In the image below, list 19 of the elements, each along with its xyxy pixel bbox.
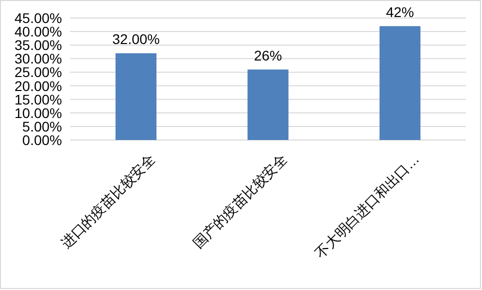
y-tick-label: 5.00% [22, 118, 62, 134]
x-tick-label: 不大明白进口和出口… [312, 150, 422, 262]
data-label: 26% [254, 48, 282, 64]
y-tick-label: 10.00% [14, 104, 62, 121]
y-tick-label: 20.00% [14, 78, 62, 94]
y-tick-label: 40.00% [14, 24, 62, 40]
y-tick-label: 35.00% [14, 37, 62, 54]
x-tick-label: 进口的疫苗比较安全 [58, 150, 158, 252]
y-tick-label: 25.00% [14, 64, 62, 80]
bar [380, 26, 420, 140]
bar [116, 53, 156, 140]
data-label: 32.00% [112, 31, 160, 48]
x-tick-label: 国产的疫苗比较安全 [190, 150, 290, 252]
data-label: 42% [386, 4, 414, 20]
y-tick-label: 0.00% [22, 132, 62, 148]
bar [248, 70, 288, 140]
y-tick-label: 15.00% [14, 91, 62, 108]
y-tick-label: 30.00% [14, 50, 62, 67]
y-tick-label: 45.00% [14, 10, 62, 26]
